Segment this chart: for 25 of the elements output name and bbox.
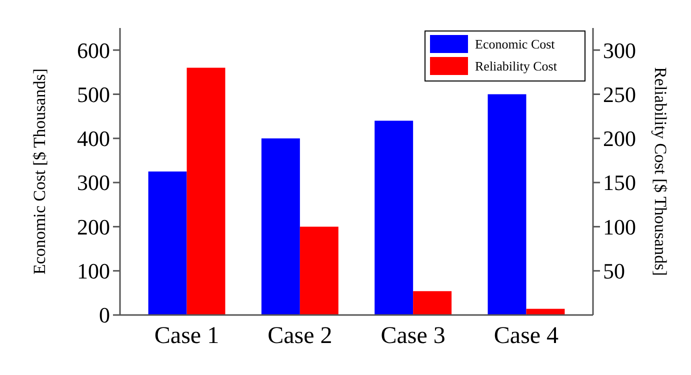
y2-tick-label: 200 [603, 126, 636, 152]
y2-tick-label: 300 [603, 38, 636, 63]
x-tick-label: Case 1 [154, 323, 220, 349]
y-tick-label: 200 [77, 214, 110, 240]
bar [261, 138, 300, 315]
y-tick-label: 500 [77, 82, 110, 107]
x-tick-label: Case 3 [380, 323, 446, 349]
y-tick-label: 300 [77, 170, 110, 196]
legend-label: Reliability Cost [475, 58, 558, 74]
y-axis-title: Economic Cost [$ Thousands] [30, 68, 49, 275]
y2-tick-label: 50 [603, 258, 625, 284]
y-tick-label: 0 [99, 302, 110, 328]
bar [413, 291, 452, 315]
y2-axis-title: Reliability Cost [$ Thousands] [651, 67, 670, 276]
y2-tick-label: 100 [603, 214, 636, 240]
bar [374, 120, 414, 315]
y-tick-label: 100 [77, 258, 110, 284]
x-tick-label: Case 4 [494, 323, 559, 349]
legend-label: Economic Cost [475, 36, 556, 52]
bar [488, 94, 526, 315]
y2-tick-label: 150 [603, 170, 636, 196]
x-tick-label: Case 2 [268, 323, 332, 349]
y2-tick-label: 250 [603, 82, 636, 107]
y-tick-label: 600 [77, 38, 110, 63]
y-tick-label: 400 [77, 126, 110, 152]
